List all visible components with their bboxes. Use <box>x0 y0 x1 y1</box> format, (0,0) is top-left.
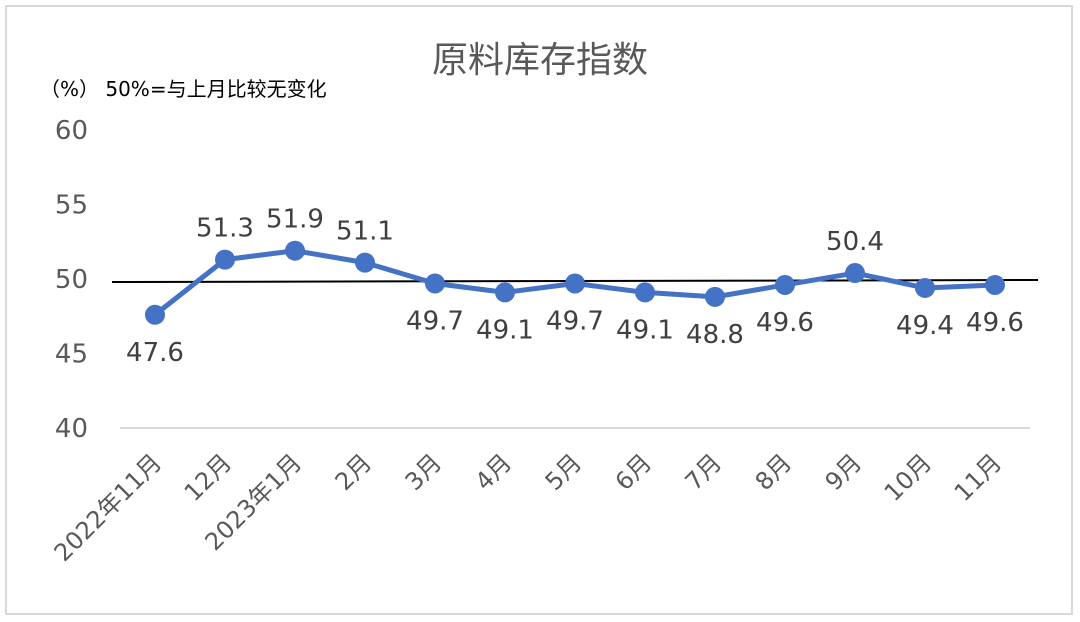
y-tick-label: 45 <box>55 340 88 370</box>
data-label: 49.7 <box>546 306 604 336</box>
data-point <box>985 274 1005 295</box>
chart-frame <box>5 5 1073 615</box>
data-label: 49.7 <box>406 306 464 336</box>
data-points <box>145 240 1005 325</box>
data-label: 48.8 <box>686 320 744 350</box>
y-tick-label: 50 <box>55 265 88 295</box>
data-point <box>635 282 655 303</box>
data-label: 51.3 <box>196 214 254 244</box>
data-point <box>285 240 305 261</box>
data-label: 49.6 <box>756 308 814 338</box>
x-tick-label: 2月 <box>330 448 378 496</box>
y-tick-label: 55 <box>55 191 88 221</box>
x-tick-label: 4月 <box>470 448 518 496</box>
x-tick-label: 10月 <box>879 448 937 506</box>
data-point <box>915 277 935 298</box>
data-point <box>775 274 795 295</box>
data-label: 47.6 <box>126 338 184 368</box>
data-point <box>145 304 165 325</box>
data-point <box>425 273 445 294</box>
y-tick-label: 40 <box>55 414 88 444</box>
x-tick-label: 2022年11月 <box>49 448 168 567</box>
y-axis-ticks: 40 45 50 55 60 <box>55 116 88 444</box>
data-point <box>845 263 865 284</box>
y-tick-label: 60 <box>55 116 88 146</box>
data-point <box>565 273 585 294</box>
x-tick-label: 11月 <box>949 448 1007 506</box>
data-label: 49.6 <box>966 308 1024 338</box>
x-tick-label: 3月 <box>400 448 448 496</box>
x-tick-label: 5月 <box>540 448 588 496</box>
x-tick-label: 7月 <box>680 448 728 496</box>
data-label: 49.4 <box>896 311 954 341</box>
data-labels: 47.6 51.3 51.9 51.1 49.7 49.1 49.7 49.1 48.8 49.6… <box>126 205 1024 368</box>
data-label: 49.1 <box>476 315 534 345</box>
x-tick-label: 8月 <box>750 448 798 496</box>
data-label: 50.4 <box>826 227 884 257</box>
x-tick-label: 12月 <box>179 448 237 506</box>
x-tick-label: 9月 <box>820 448 868 496</box>
x-tick-label: 6月 <box>610 448 658 496</box>
data-point <box>705 286 725 307</box>
data-label: 49.1 <box>616 315 674 345</box>
data-point <box>215 249 235 270</box>
data-label: 51.9 <box>266 205 324 235</box>
data-point <box>495 282 515 303</box>
chart-title: 原料库存指数 <box>432 40 648 81</box>
data-point <box>355 252 375 273</box>
chart-note: （%） 50%=与上月比较无变化 <box>40 77 327 101</box>
data-label: 51.1 <box>336 217 394 247</box>
